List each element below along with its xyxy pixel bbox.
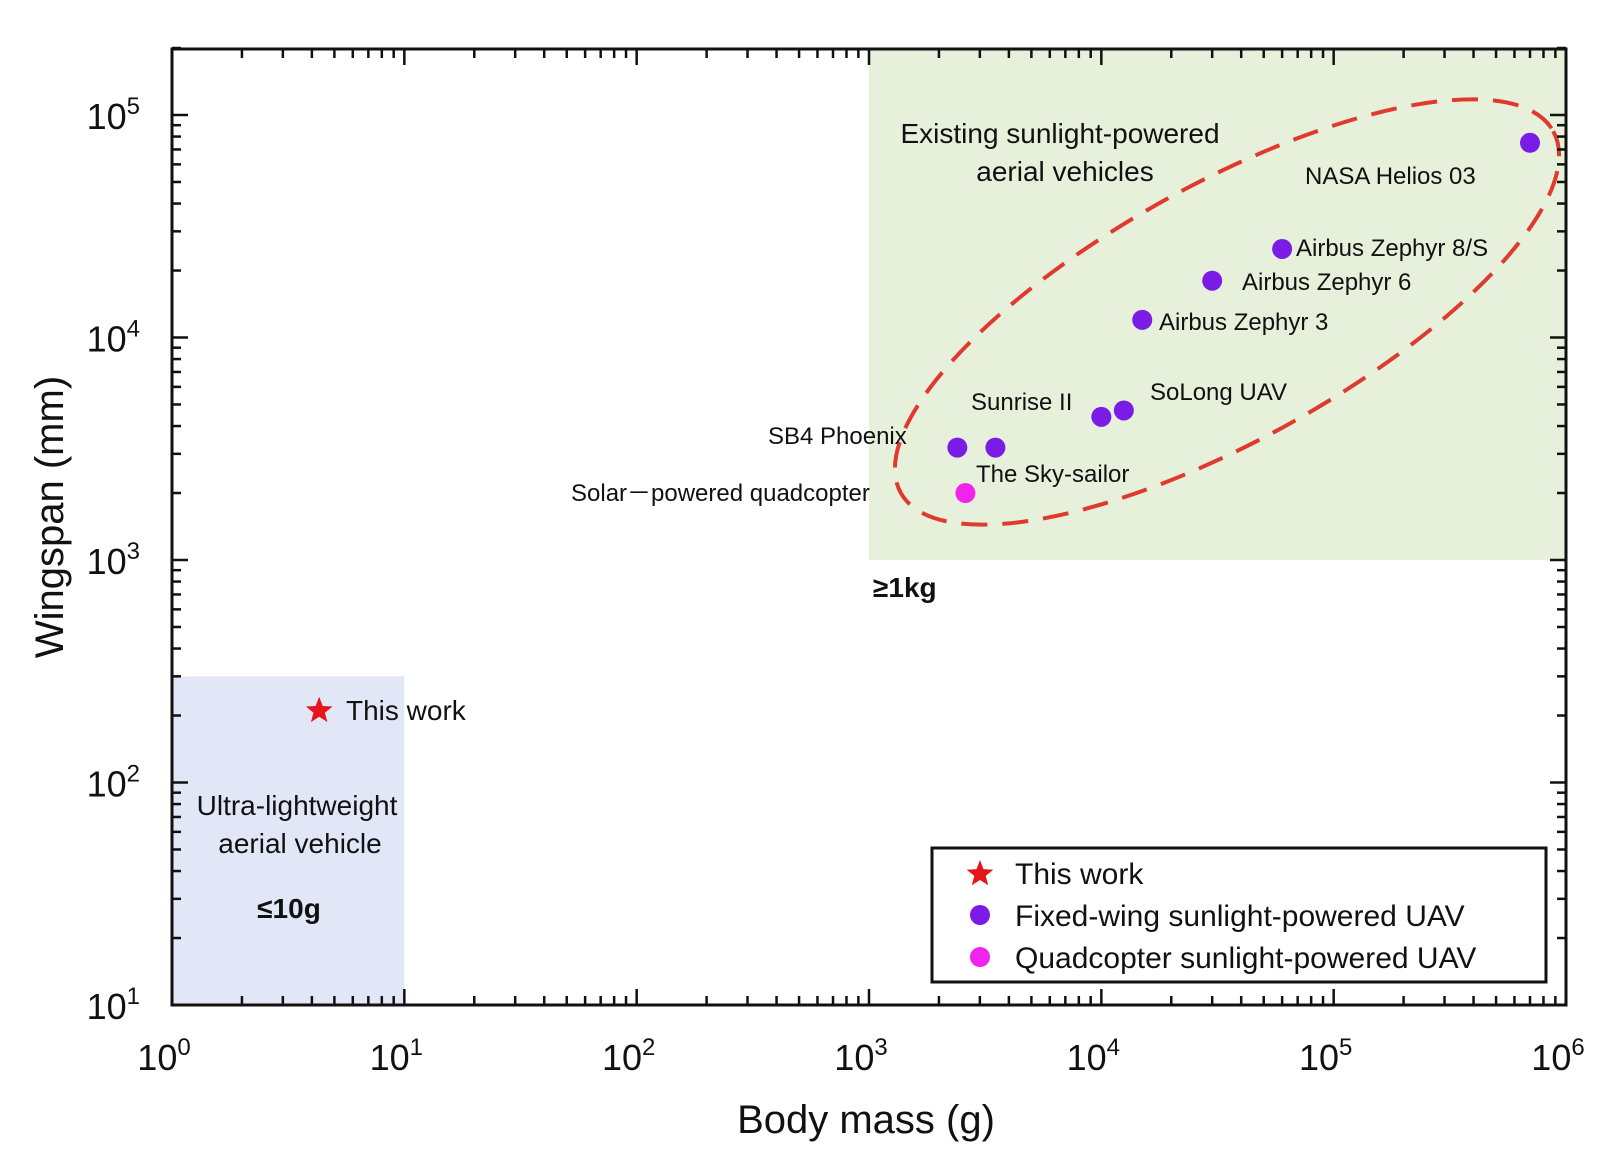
legend-label-quadcopter: Quadcopter sunlight-powered UAV	[1015, 942, 1476, 975]
data-point-solar-powered-quadcopter	[955, 483, 976, 504]
ultralight-region-threshold: ≤10g	[257, 893, 321, 924]
data-point-airbus-zephyr-3	[1132, 309, 1153, 330]
point-label-sunrise-ii: Sunrise II	[971, 389, 1072, 416]
x-tick-label: 104	[1067, 1034, 1120, 1078]
x-tick-label: 101	[370, 1034, 423, 1078]
legend: This work Fixed-wing sunlight-powered UA…	[930, 846, 1548, 984]
plot-frame	[170, 47, 1568, 1007]
y-tick-label: 101	[87, 983, 140, 1027]
point-label-zephyr-3: Airbus Zephyr 3	[1159, 309, 1328, 336]
point-label-sky-sailor: The Sky-sailor	[976, 461, 1129, 488]
x-tick-label: 102	[602, 1034, 655, 1078]
legend-marker-fixed-wing	[970, 905, 990, 925]
existing-region-title-line1: Existing sunlight-powered	[900, 118, 1219, 149]
ultralight-vehicle-region	[172, 676, 405, 1005]
existing-vehicles-region	[869, 49, 1566, 560]
x-tick-label: 103	[834, 1034, 887, 1078]
data-point-airbus-zephyr-8-s	[1272, 238, 1293, 259]
legend-label-this-work: This work	[1015, 858, 1144, 891]
x-tick-label: 105	[1299, 1034, 1352, 1078]
data-point-nasa-helios-03	[1520, 132, 1541, 153]
legend-label-fixed-wing: Fixed-wing sunlight-powered UAV	[1015, 900, 1465, 933]
data-point-this-work	[305, 696, 333, 723]
existing-vehicles-ellipse	[892, 97, 1562, 527]
x-tick-labels: 100 101 102 103 104 105 106	[137, 1034, 1584, 1078]
point-label-solar-quadcopter: Solar－powered quadcopter	[571, 480, 870, 507]
existing-region-title-line2: aerial vehicles	[976, 156, 1153, 187]
data-point-airbus-zephyr-6	[1202, 270, 1223, 291]
data-points	[305, 132, 1541, 723]
legend-marker-this-work	[966, 860, 994, 886]
y-tick-label: 102	[87, 761, 140, 805]
point-label-solong: SoLong UAV	[1150, 379, 1287, 406]
data-point-solong-uav	[1113, 400, 1134, 421]
point-label-this-work: This work	[346, 695, 467, 726]
point-label-sb4-phoenix: SB4 Phoenix	[768, 423, 907, 450]
legend-box	[930, 846, 1548, 984]
ultralight-region-title-line1: Ultra-lightweight	[197, 790, 398, 821]
legend-marker-quadcopter	[970, 947, 990, 967]
point-label-zephyr-6: Airbus Zephyr 6	[1242, 269, 1411, 296]
x-axis-title: Body mass (g)	[737, 1098, 995, 1142]
y-tick-label: 104	[87, 316, 140, 360]
y-tick-labels: 101 102 103 104 105	[87, 93, 140, 1027]
data-point-sb4-phoenix	[947, 437, 968, 458]
point-label-nasa-helios: NASA Helios 03	[1305, 163, 1476, 190]
ultralight-region-title-line2: aerial vehicle	[218, 828, 381, 859]
existing-region-threshold: ≥1kg	[873, 572, 937, 603]
x-tick-label: 106	[1531, 1034, 1584, 1078]
data-point-the-sky-sailor	[985, 437, 1006, 458]
point-label-zephyr-8s: Airbus Zephyr 8/S	[1296, 235, 1488, 262]
y-tick-label: 103	[87, 538, 140, 582]
data-point-sunrise-ii	[1091, 406, 1112, 427]
y-tick-label: 105	[87, 93, 140, 137]
y-axis-title: Wingspan (mm)	[28, 376, 72, 658]
x-tick-label: 100	[137, 1034, 190, 1078]
point-labels: This work NASA Helios 03 Airbus Zephyr 8…	[346, 163, 1488, 726]
